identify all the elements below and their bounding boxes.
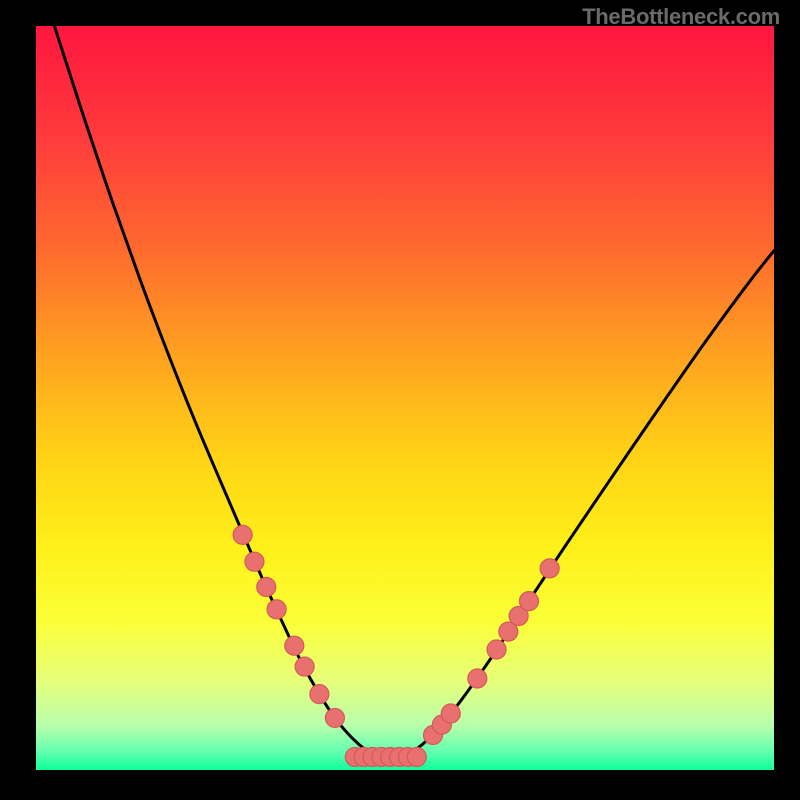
curve-marker bbox=[441, 704, 460, 723]
curve-marker bbox=[245, 552, 264, 571]
curve-marker bbox=[325, 708, 344, 727]
curve-marker bbox=[407, 747, 426, 766]
curve-marker bbox=[267, 600, 286, 619]
curve-marker bbox=[310, 685, 329, 704]
curve-marker bbox=[540, 559, 559, 578]
curve-marker bbox=[233, 525, 252, 544]
watermark-text: TheBottleneck.com bbox=[582, 4, 780, 30]
curve-marker bbox=[487, 640, 506, 659]
curve-marker bbox=[519, 592, 538, 611]
curve-marker bbox=[295, 657, 314, 676]
plot-background bbox=[36, 26, 774, 770]
bottleneck-curve-plot bbox=[36, 26, 774, 770]
plot-svg bbox=[36, 26, 774, 770]
curve-marker bbox=[468, 669, 487, 688]
curve-marker bbox=[257, 577, 276, 596]
curve-marker bbox=[285, 636, 304, 655]
chart-root: TheBottleneck.com bbox=[0, 0, 800, 800]
